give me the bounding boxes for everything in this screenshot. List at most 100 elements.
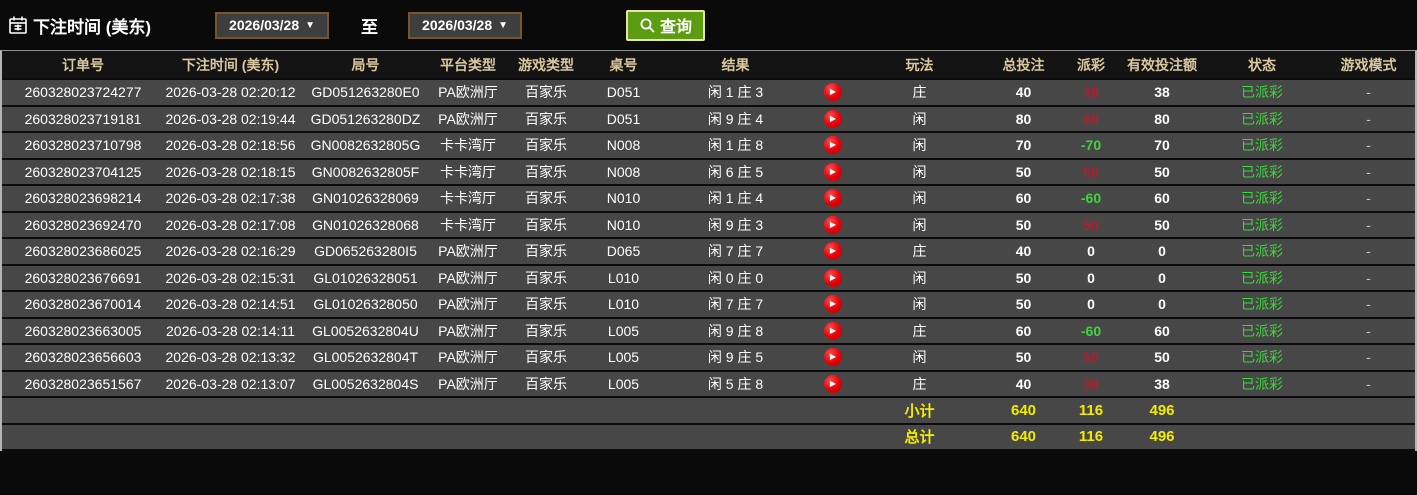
total-bet-cell: 40	[987, 78, 1060, 107]
round-id-cell: GL0052632804U	[297, 317, 434, 345]
game-mode-cell: -	[1322, 264, 1415, 292]
search-button[interactable]: 查询	[626, 9, 706, 41]
game-type-cell: 百家乐	[502, 131, 590, 160]
result-cell: 闲 9 庄 3	[657, 211, 814, 239]
play-video-icon[interactable]: ▶	[824, 215, 842, 234]
play-video-icon[interactable]: ▶	[824, 83, 842, 102]
platform-cell: 卡卡湾厅	[434, 158, 502, 186]
play-type-cell: 闲	[852, 105, 987, 133]
result-cell: 闲 9 庄 4	[657, 105, 814, 133]
platform-cell: PA欧洲厅	[434, 78, 502, 107]
total-bet-cell: 60	[987, 317, 1060, 345]
result-cell: 闲 1 庄 8	[657, 131, 814, 160]
total-bet-cell: 40	[987, 237, 1060, 266]
valid-bet-cell: 50	[1122, 158, 1202, 186]
round-id-cell: GN01026328069	[297, 184, 434, 213]
play-video-icon[interactable]: ▶	[824, 162, 842, 181]
valid-bet-cell: 0	[1122, 290, 1202, 319]
status-cell: 已派彩	[1202, 158, 1322, 186]
game-mode-cell: -	[1322, 343, 1415, 372]
video-cell: ▶	[814, 184, 852, 213]
bet-time-cell: 2026-03-28 02:18:56	[164, 131, 297, 160]
bet-time-cell: 2026-03-28 02:15:31	[164, 264, 297, 292]
bet-time-cell: 2026-03-28 02:14:11	[164, 317, 297, 345]
play-video-icon[interactable]: ▶	[824, 348, 842, 367]
video-cell: ▶	[814, 264, 852, 292]
game-mode-cell: -	[1322, 158, 1415, 186]
payout-cell: 38	[1060, 78, 1122, 107]
game-type-cell: 百家乐	[502, 211, 590, 239]
play-type-cell: 闲	[852, 131, 987, 160]
filter-toolbar: 下注时间 (美东) 2026/03/28 ▼ 至 2026/03/28 ▼ 查询	[0, 0, 1417, 50]
payout-cell: -60	[1060, 317, 1122, 345]
video-cell: ▶	[814, 317, 852, 345]
result-cell: 闲 5 庄 8	[657, 370, 814, 398]
play-video-icon[interactable]: ▶	[824, 321, 842, 340]
total-bet-cell: 50	[987, 343, 1060, 372]
result-cell: 闲 0 庄 0	[657, 264, 814, 292]
date-to-select[interactable]: 2026/03/28 ▼	[408, 11, 523, 39]
round-id-cell: GL0052632804S	[297, 370, 434, 398]
video-cell: ▶	[814, 158, 852, 186]
total-label: 总计	[852, 423, 987, 451]
column-header: 总投注	[987, 51, 1060, 80]
table-no-cell: L005	[590, 343, 657, 372]
video-cell: ▶	[814, 290, 852, 319]
valid-bet-cell: 0	[1122, 237, 1202, 266]
video-cell: ▶	[814, 370, 852, 398]
valid-bet-cell: 60	[1122, 184, 1202, 213]
status-cell: 已派彩	[1202, 370, 1322, 398]
game-type-cell: 百家乐	[502, 105, 590, 133]
play-video-icon[interactable]: ▶	[824, 374, 842, 393]
round-id-cell: GN0082632805G	[297, 131, 434, 160]
game-mode-cell: -	[1322, 370, 1415, 398]
video-cell: ▶	[814, 78, 852, 107]
result-cell: 闲 6 庄 5	[657, 158, 814, 186]
round-id-cell: GL01026328051	[297, 264, 434, 292]
table-no-cell: N008	[590, 131, 657, 160]
column-header: 局号	[297, 51, 434, 80]
column-header: 结果	[657, 51, 814, 80]
payout-cell: 0	[1060, 264, 1122, 292]
play-video-icon[interactable]: ▶	[824, 189, 842, 208]
subtotal-payout: 116	[1060, 396, 1122, 425]
date-range-to-label: 至	[361, 17, 379, 37]
table-no-cell: L010	[590, 290, 657, 319]
play-video-icon[interactable]: ▶	[824, 295, 842, 314]
result-cell: 闲 7 庄 7	[657, 290, 814, 319]
game-mode-cell: -	[1322, 211, 1415, 239]
play-video-icon[interactable]: ▶	[824, 268, 842, 287]
order-id-cell: 260328023670014	[2, 290, 164, 319]
order-id-cell: 260328023692470	[2, 211, 164, 239]
bet-records-table: 订单号 下注时间 (美东) 局号 平台类型 游戏类型 桌号 结果 玩法 总投注 派彩 有效投注额 状态…	[0, 50, 1417, 451]
table-no-cell: L005	[590, 317, 657, 345]
total-bet-cell: 80	[987, 105, 1060, 133]
status-cell: 已派彩	[1202, 237, 1322, 266]
platform-cell: PA欧洲厅	[434, 370, 502, 398]
bet-time-cell: 2026-03-28 02:19:44	[164, 105, 297, 133]
game-type-cell: 百家乐	[502, 184, 590, 213]
play-type-cell: 庄	[852, 237, 987, 266]
subtotal-valid-bet: 496	[1122, 396, 1202, 425]
column-header: 订单号	[2, 51, 164, 80]
table-row: 260328023724277 2026-03-28 02:20:12 GD05…	[2, 78, 1415, 107]
valid-bet-cell: 38	[1122, 78, 1202, 107]
date-from-value: 2026/03/28	[229, 17, 300, 33]
play-video-icon[interactable]: ▶	[824, 242, 842, 261]
game-type-cell: 百家乐	[502, 78, 590, 107]
play-video-icon[interactable]: ▶	[824, 136, 842, 155]
bet-time-cell: 2026-03-28 02:14:51	[164, 290, 297, 319]
table-no-cell: D065	[590, 237, 657, 266]
play-type-cell: 闲	[852, 158, 987, 186]
subtotal-spacer	[1202, 396, 1415, 425]
date-from-select[interactable]: 2026/03/28 ▼	[215, 11, 330, 39]
total-row: 总计 640 116 496	[2, 423, 1415, 451]
order-id-cell: 260328023656603	[2, 343, 164, 372]
valid-bet-cell: 50	[1122, 343, 1202, 372]
result-cell: 闲 7 庄 7	[657, 237, 814, 266]
bet-time-filter-text: 下注时间 (美东)	[33, 17, 152, 37]
valid-bet-cell: 70	[1122, 131, 1202, 160]
play-video-icon[interactable]: ▶	[824, 109, 842, 128]
bet-time-cell: 2026-03-28 02:18:15	[164, 158, 297, 186]
result-cell: 闲 9 庄 8	[657, 317, 814, 345]
